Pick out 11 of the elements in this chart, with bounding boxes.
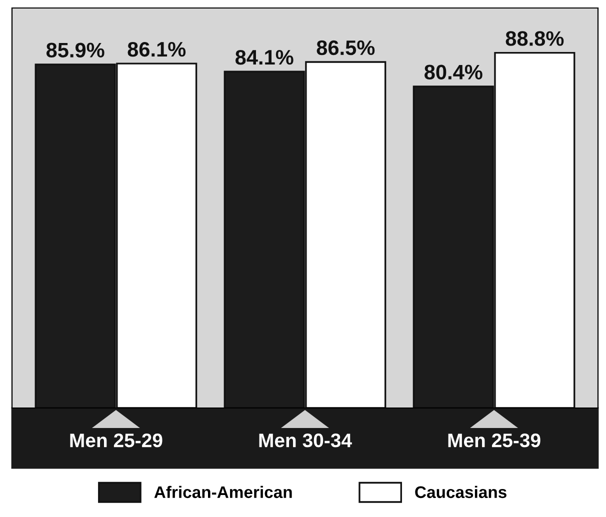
data-label: 84.1% (235, 50, 294, 65)
data-label: 86.1% (128, 42, 186, 57)
x-tick-label: Men 25-39 (448, 434, 540, 448)
data-label: 85.9% (46, 42, 104, 58)
data-label: 80.4% (424, 64, 482, 80)
data-label: 88.8% (506, 31, 564, 46)
x-tick-label: Men 25-29 (70, 434, 162, 448)
legend-label: African-American (154, 486, 292, 498)
x-tick-label: Men 30-34 (259, 434, 352, 448)
data-label: 86.5% (316, 40, 375, 56)
legend-label: Caucasians (415, 486, 506, 498)
